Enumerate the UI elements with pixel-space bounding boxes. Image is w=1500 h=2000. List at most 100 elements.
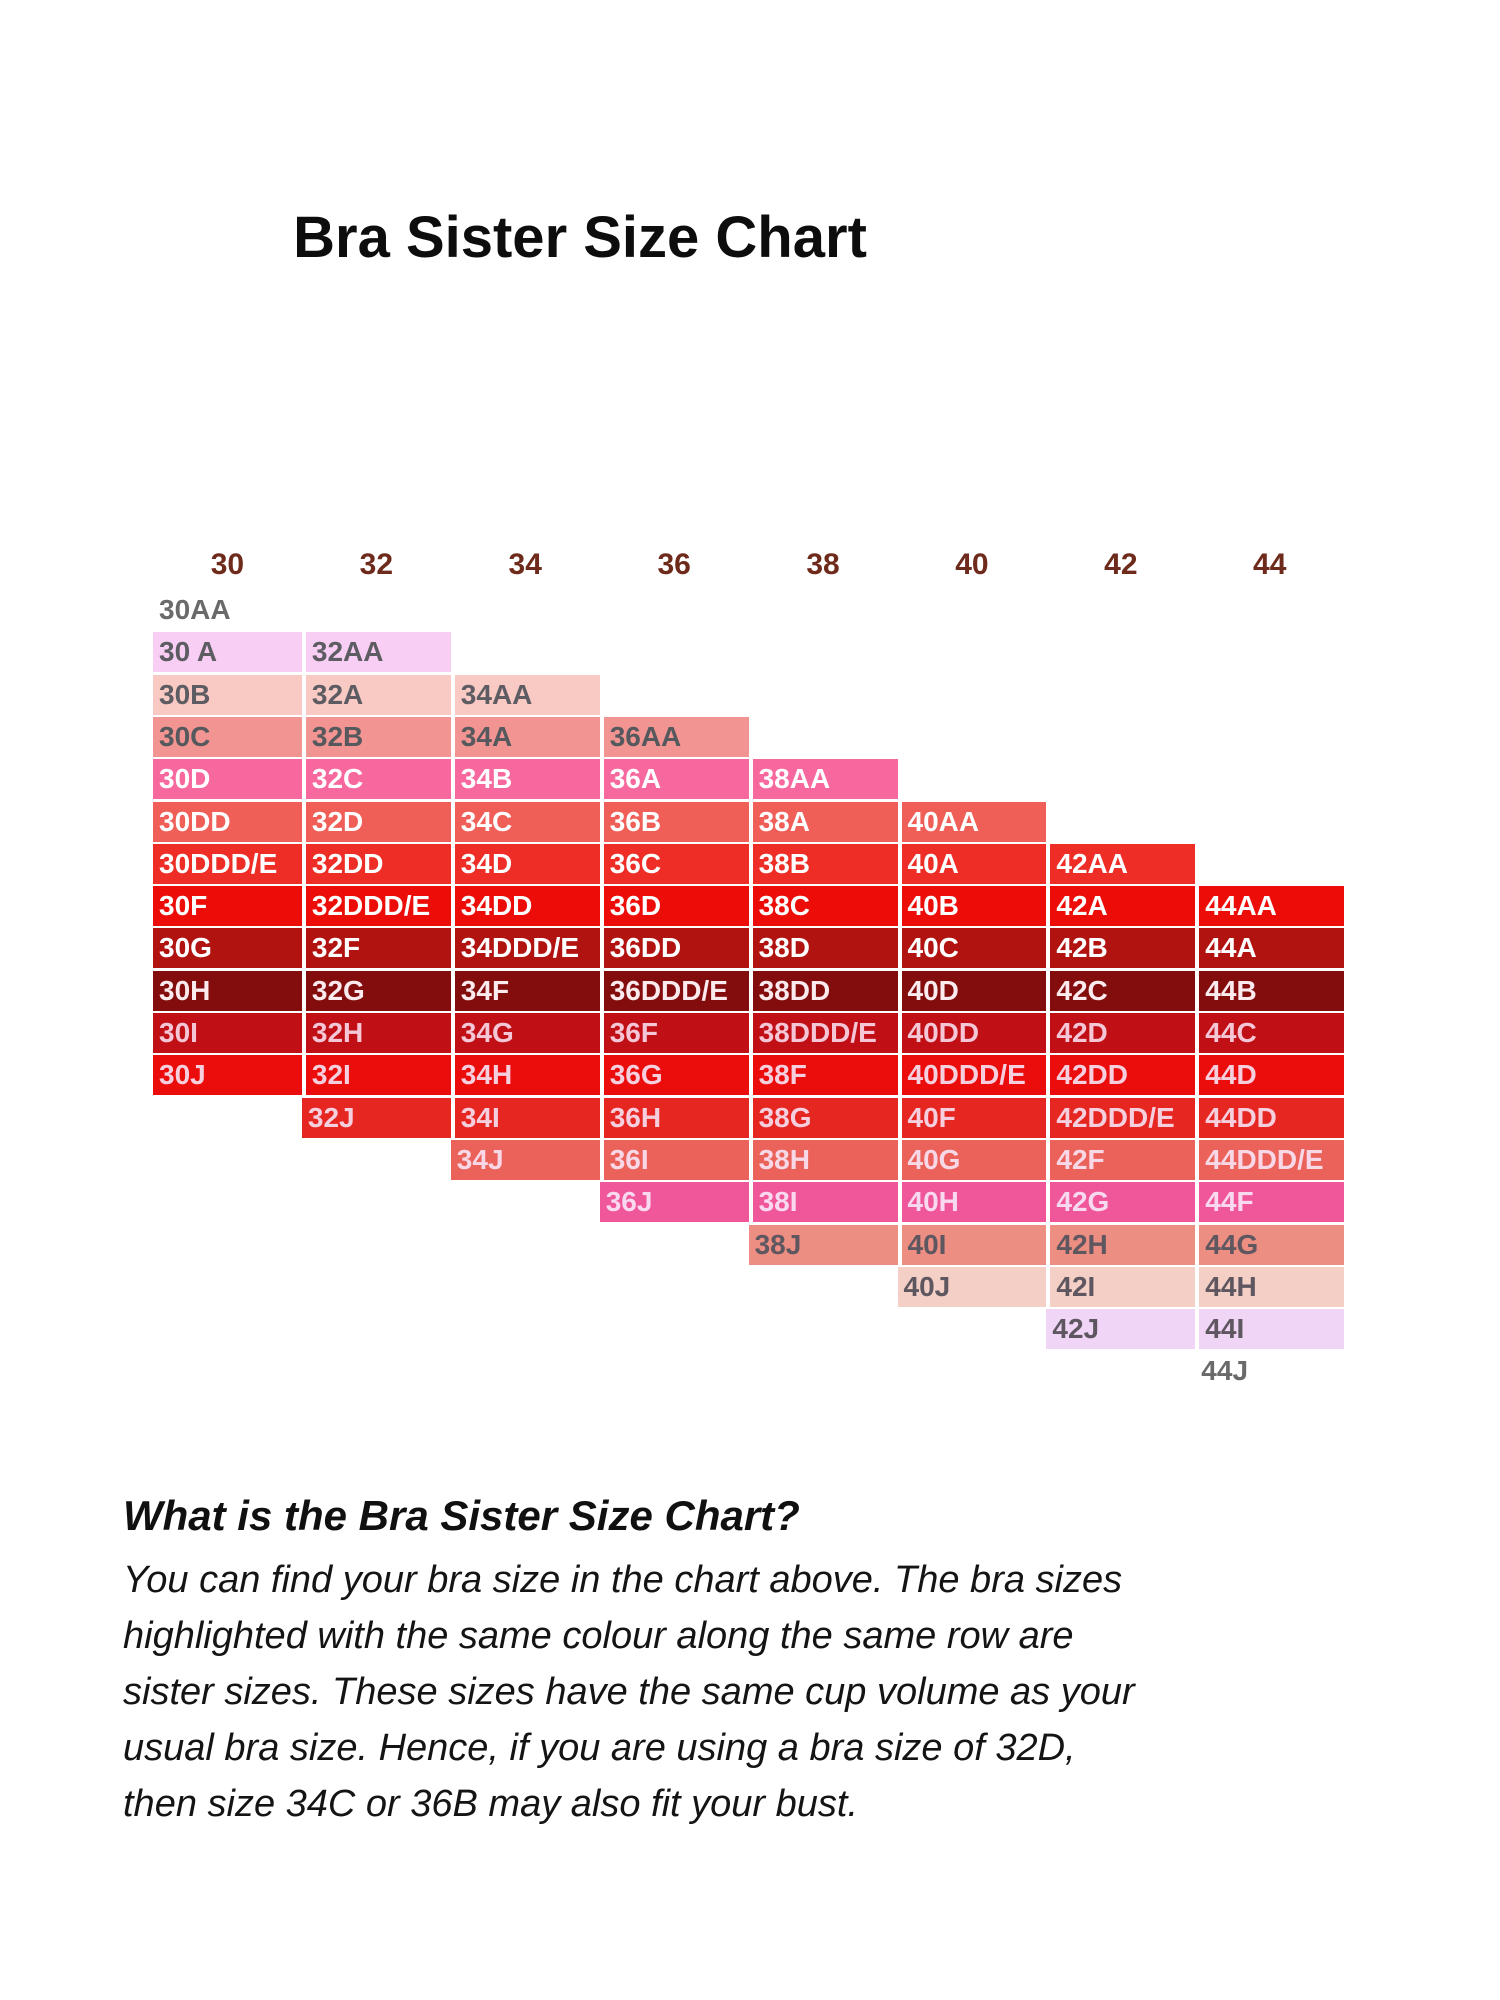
chart-row-band — [897, 1266, 1345, 1307]
chart-cell: 32AA — [301, 632, 451, 673]
chart-cell: 44H — [1195, 1266, 1344, 1307]
chart-cell: 38F — [748, 1055, 898, 1096]
chart-cell: 32DD — [301, 843, 451, 884]
chart-cell: 38G — [748, 1097, 898, 1138]
chart-cell: 42I — [1046, 1266, 1195, 1307]
chart-cell: 44B — [1195, 970, 1344, 1011]
chart-cell: 30D — [159, 763, 211, 795]
chart-cell: 36H — [599, 1097, 749, 1138]
chart-cell: 32H — [301, 1013, 451, 1053]
chart-cell: 36DD — [599, 928, 749, 969]
chart-cell: 36G — [599, 1055, 749, 1096]
chart-cell: 38AA — [748, 759, 898, 800]
chart-row-band — [1046, 1309, 1345, 1350]
page-title: Bra Sister Size Chart — [293, 205, 867, 270]
chart-cell: 32I — [301, 1055, 451, 1096]
chart-cell: 42DD — [1046, 1055, 1195, 1096]
chart-cell: 42D — [1046, 1013, 1195, 1053]
chart-cell: 40G — [897, 1139, 1047, 1180]
chart-cell: 30F — [159, 890, 208, 922]
chart-cell: 36F — [599, 1013, 749, 1053]
chart-cell: 30G — [159, 932, 212, 964]
chart-cell: 30C — [159, 720, 211, 752]
chart-cell: 30H — [159, 974, 211, 1006]
chart-cell: 44G — [1195, 1224, 1344, 1265]
chart-cell: 36B — [599, 801, 749, 842]
chart-cell: 32B — [301, 716, 451, 757]
chart-cell: 34J — [456, 1143, 504, 1175]
chart-cell: 34AA — [450, 674, 600, 715]
chart-cell: 30DD — [159, 805, 231, 837]
chart-header-label: 34 — [508, 548, 542, 581]
chart-cell: 38DD — [748, 970, 898, 1011]
chart-cell: 34F — [450, 970, 600, 1011]
chart-cell: 42F — [1046, 1139, 1195, 1180]
chart-cell: 42G — [1046, 1182, 1195, 1223]
chart-cell: 44A — [1195, 928, 1344, 969]
chart-cell: 42B — [1046, 928, 1195, 969]
chart-header-label: 44 — [1253, 548, 1287, 581]
chart-cell: 32G — [301, 970, 451, 1011]
chart-cell: 42H — [1046, 1224, 1195, 1265]
chart-cell: 30B — [159, 678, 211, 710]
footer-line: You can find your bra size in the chart … — [123, 1559, 1123, 1601]
footer-heading: What is the Bra Sister Size Chart? — [123, 1492, 800, 1539]
chart-cell: 44AA — [1195, 886, 1344, 927]
chart-cell: 34G — [450, 1013, 600, 1053]
chart-cell: 38A — [748, 801, 898, 842]
chart-cell: 34I — [450, 1097, 600, 1138]
footer-paragraph: You can find your bra size in the chart … — [123, 1552, 1135, 1832]
chart-cell: 38H — [748, 1139, 898, 1180]
chart-cell: 40D — [897, 970, 1047, 1011]
chart-cell: 34A — [450, 716, 600, 757]
chart-cell: 40B — [897, 886, 1047, 927]
chart-cell: 44C — [1195, 1013, 1344, 1053]
chart-cell: 40F — [897, 1097, 1047, 1138]
chart-cell: 36J — [605, 1186, 653, 1218]
chart-cell: 40J — [903, 1270, 951, 1302]
chart-header-label: 36 — [657, 548, 691, 581]
chart-cell: 36A — [599, 759, 749, 800]
chart-cell: 36D — [599, 886, 749, 927]
chart-cell: 30I — [159, 1017, 198, 1048]
chart-cell: 42C — [1046, 970, 1195, 1011]
chart-cell: 38B — [748, 843, 898, 884]
footer-line: highlighted with the same colour along t… — [123, 1615, 1074, 1657]
chart-header-label: 42 — [1104, 548, 1138, 581]
chart-cell: 34D — [450, 843, 600, 884]
footer-line: usual bra size. Hence, if you are using … — [123, 1727, 1076, 1769]
chart-cell: 34DDD/E — [450, 928, 600, 969]
chart-header-label: 40 — [955, 548, 989, 581]
chart-cell: 38I — [748, 1182, 898, 1223]
chart-cell: 30DDD/E — [159, 847, 278, 879]
chart-cell: 32A — [301, 674, 451, 715]
chart-cell: 38C — [748, 886, 898, 927]
chart-cell: 44DD — [1195, 1097, 1344, 1138]
chart-cell: 36AA — [599, 716, 749, 757]
chart-cell: 30 A — [159, 636, 218, 668]
chart-cell: 32DDD/E — [301, 886, 451, 927]
chart-cell: 40A — [897, 843, 1047, 884]
chart-cell: 44D — [1195, 1055, 1344, 1096]
chart-header-label: 38 — [806, 548, 840, 581]
chart-cell: 32C — [301, 759, 451, 800]
chart-cell: 38J — [754, 1228, 802, 1260]
chart-row-band — [599, 1182, 1345, 1223]
chart-cell: 44I — [1195, 1309, 1344, 1350]
chart-cell: 38D — [748, 928, 898, 969]
chart-cell: 32F — [301, 928, 451, 969]
chart-cell: 42DDD/E — [1046, 1097, 1195, 1138]
chart-cell: 36C — [599, 843, 749, 884]
chart-cell: 34B — [450, 759, 600, 800]
chart-cell: 40H — [897, 1182, 1047, 1223]
chart-cell: 42AA — [1046, 843, 1195, 884]
chart-row-band — [301, 1097, 1345, 1138]
chart-header-label: 32 — [359, 548, 394, 581]
chart-cell: 34C — [450, 801, 600, 842]
chart-cell: 30J — [159, 1059, 206, 1091]
chart-cell: 40DDD/E — [897, 1055, 1047, 1096]
chart-cell: 40DD — [897, 1013, 1047, 1053]
chart-cell: 44DDD/E — [1195, 1139, 1344, 1180]
chart-header-label: 30 — [210, 548, 245, 581]
